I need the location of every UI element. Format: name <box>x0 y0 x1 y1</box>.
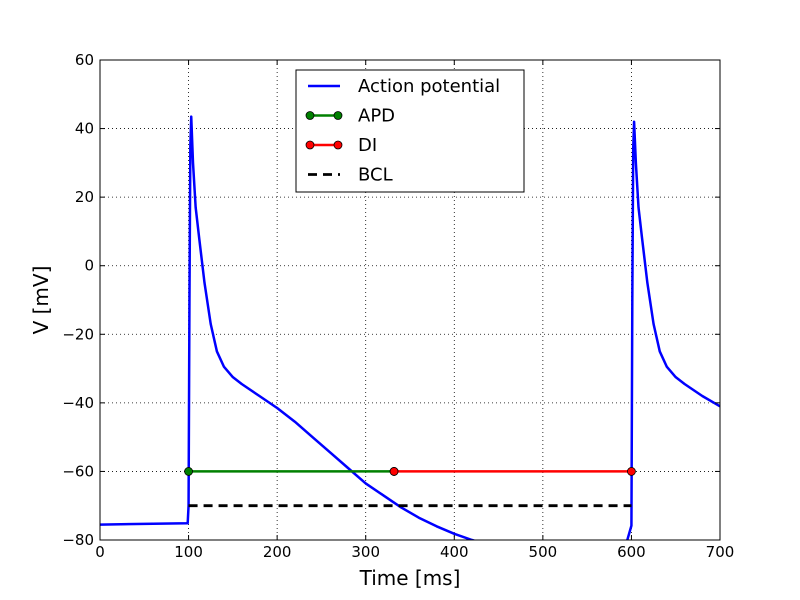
legend-marker-di <box>333 140 343 150</box>
y-tick-label: −80 <box>62 531 94 549</box>
legend-label-bcl: BCL <box>358 165 393 186</box>
x-tick-labels: 0 100 200 300 400 500 600 700 <box>95 543 734 561</box>
y-tick-label: −40 <box>62 394 94 412</box>
legend-marker-di <box>305 140 315 150</box>
series-apd-point <box>184 467 193 476</box>
x-tick-label: 200 <box>263 543 292 561</box>
x-tick-label: 400 <box>440 543 469 561</box>
y-tick-label: 40 <box>75 120 94 138</box>
legend-label-apd: APD <box>358 106 395 127</box>
y-tick-labels: −80 −60 −40 −20 0 20 40 60 <box>62 51 94 549</box>
legend-marker-apd <box>333 111 343 120</box>
legend: Action potential APD DI BCL <box>295 69 525 193</box>
x-tick-label: 300 <box>351 543 380 561</box>
y-tick-label: −20 <box>62 325 94 343</box>
legend-box <box>295 69 525 193</box>
y-tick-label: 20 <box>75 188 94 206</box>
series-di-point <box>627 467 636 476</box>
y-tick-label: 60 <box>75 51 94 69</box>
y-axis-label: V [mV] <box>29 266 53 335</box>
x-tick-label: 700 <box>706 543 735 561</box>
y-tick-label: 0 <box>84 257 94 275</box>
x-tick-label: 0 <box>95 543 105 561</box>
legend-label-action-potential: Action potential <box>358 76 500 97</box>
series-layer <box>100 115 720 540</box>
x-axis-label: Time [ms] <box>359 566 461 590</box>
tick-marks <box>99 59 721 541</box>
legend-marker-apd <box>305 111 315 120</box>
series-di-point <box>389 467 399 476</box>
x-tick-label: 600 <box>617 543 646 561</box>
legend-label-di: DI <box>358 135 377 156</box>
x-tick-label: 500 <box>529 543 558 561</box>
series-action-potential-line <box>100 115 720 540</box>
plot-frame <box>99 59 721 541</box>
x-tick-label: 100 <box>174 543 203 561</box>
y-tick-label: −60 <box>62 462 94 480</box>
